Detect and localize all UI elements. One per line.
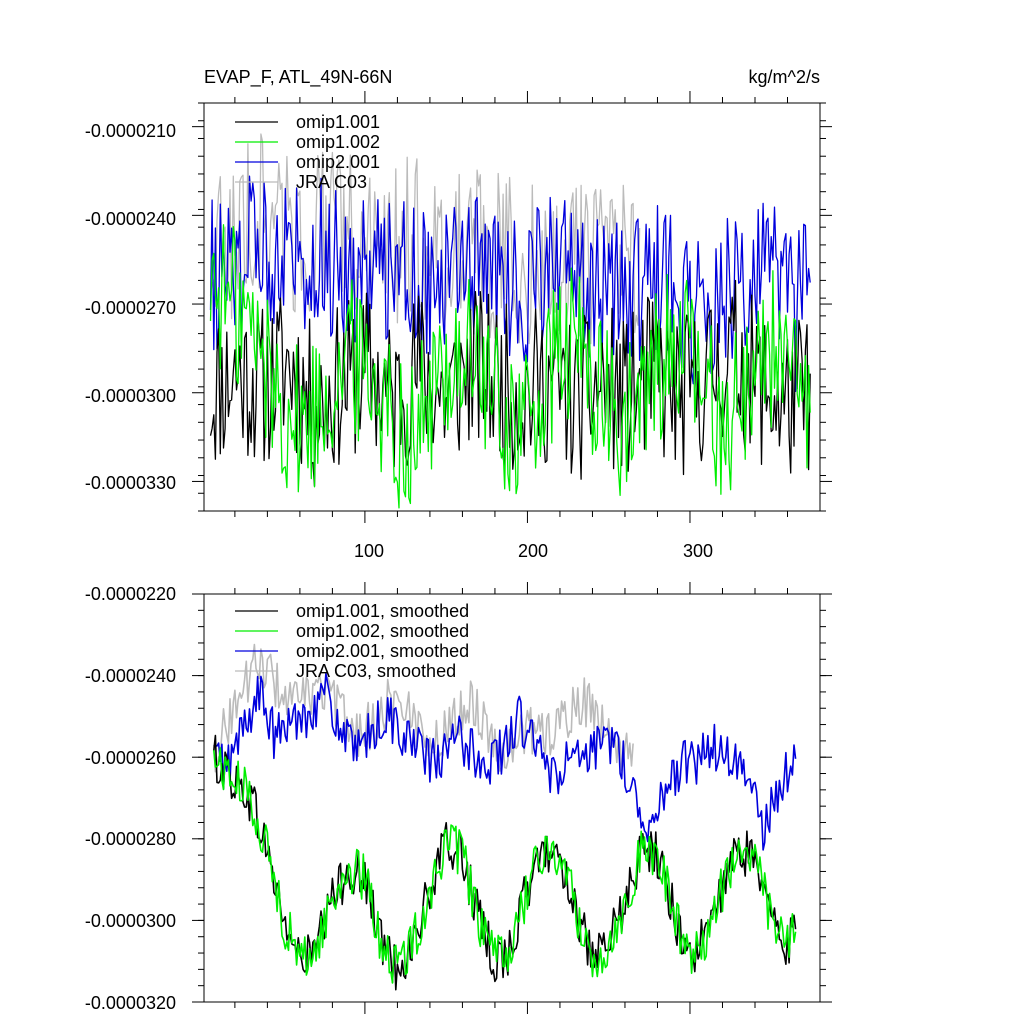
bottom-y-tick-label: -0.0000300 bbox=[85, 911, 176, 931]
bottom-y-tick-label: -0.0000320 bbox=[85, 993, 176, 1013]
top-y-tick-label: -0.0000210 bbox=[85, 121, 176, 141]
top-y-tick-label: -0.0000270 bbox=[85, 298, 176, 318]
top-chart-frame bbox=[203, 102, 821, 512]
bottom-series-line-jra-c03-smoothed bbox=[213, 643, 634, 773]
top-chart-title: EVAP_F, ATL_49N-66N bbox=[204, 67, 392, 88]
legend-label-omip1-001-smoothed: omip1.001, smoothed bbox=[296, 601, 469, 621]
legend-label-omip2-001: omip2.001 bbox=[296, 152, 380, 172]
bottom-chart-frame bbox=[203, 593, 821, 1003]
bottom-y-tick-label: -0.0000280 bbox=[85, 829, 176, 849]
top-chart-units: kg/m^2/s bbox=[749, 67, 820, 87]
top-y-tick-label: -0.0000330 bbox=[85, 473, 176, 493]
legend-label-omip2-001-smoothed: omip2.001, smoothed bbox=[296, 641, 469, 661]
bottom-axis-ticks bbox=[192, 582, 832, 1014]
legend-label-omip1-001: omip1.001 bbox=[296, 112, 380, 132]
bottom-series-group bbox=[213, 643, 797, 991]
top-x-tick-label: 100 bbox=[354, 541, 384, 561]
top-y-tick-label: -0.0000300 bbox=[85, 386, 176, 406]
top-x-tick-label: 300 bbox=[683, 541, 713, 561]
bottom-legend: omip1.001, smoothed omip1.002, smoothed … bbox=[235, 601, 469, 681]
legend-label-omip1-002-smoothed: omip1.002, smoothed bbox=[296, 621, 469, 641]
top-y-tick-label: -0.0000240 bbox=[85, 209, 176, 229]
bottom-y-tick-label: -0.0000220 bbox=[85, 584, 176, 604]
top-series-line-omip1-002 bbox=[209, 224, 811, 509]
bottom-chart-panel: omip1.001, smoothed omip1.002, smoothed … bbox=[85, 582, 832, 1014]
legend-label-jra-c03: JRA C03 bbox=[296, 172, 367, 192]
bottom-y-tick-label: -0.0000260 bbox=[85, 748, 176, 768]
top-axis-ticks bbox=[192, 91, 832, 523]
top-x-tick-label: 200 bbox=[518, 541, 548, 561]
bottom-series-line-omip2-001-smoothed bbox=[213, 672, 797, 851]
top-series-group bbox=[209, 133, 811, 509]
bottom-y-tick-label: -0.0000240 bbox=[85, 666, 176, 686]
top-chart-panel: omip1.001 omip1.002 omip2.001 JRA C03 -0… bbox=[85, 91, 832, 561]
top-series-line-jra-c03 bbox=[209, 133, 641, 350]
top-legend: omip1.001 omip1.002 omip2.001 JRA C03 bbox=[235, 112, 380, 192]
legend-label-omip1-002: omip1.002 bbox=[296, 132, 380, 152]
bottom-series-line-omip1-002-smoothed bbox=[213, 747, 797, 984]
legend-label-jra-c03-smoothed: JRA C03, smoothed bbox=[296, 661, 456, 681]
